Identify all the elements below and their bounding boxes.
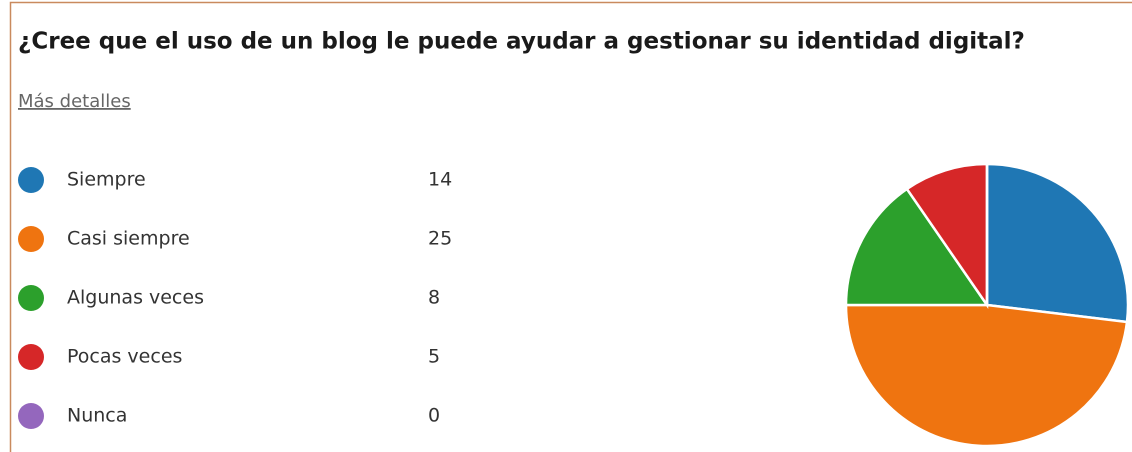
- legend-label: Siempre: [67, 169, 146, 191]
- legend-label: Pocas veces: [67, 346, 182, 368]
- value-label: 25: [428, 228, 452, 250]
- value-label: 0: [428, 405, 440, 427]
- frame: [9, 1, 1132, 452]
- legend-swatch: [18, 167, 44, 193]
- chart-title: ¿Cree que el uso de un blog le puede ayu…: [18, 29, 1025, 55]
- value-label: 8: [428, 287, 440, 309]
- legend-label: Nunca: [67, 405, 127, 427]
- legend-label: Casi siempre: [67, 228, 190, 250]
- legend-swatch: [18, 285, 44, 311]
- value-label: 5: [428, 346, 440, 368]
- legend-swatch: [18, 226, 44, 252]
- legend-label: Algunas veces: [67, 287, 204, 309]
- value-label: 14: [428, 169, 452, 191]
- legend-swatch: [18, 403, 44, 429]
- pie-slice: [844, 187, 990, 307]
- pie-slice: [905, 162, 989, 310]
- details-link[interactable]: Más detalles: [18, 91, 131, 112]
- pie-slice: [985, 162, 1130, 324]
- pie-slice: [844, 303, 1129, 448]
- legend-swatch: [18, 344, 44, 370]
